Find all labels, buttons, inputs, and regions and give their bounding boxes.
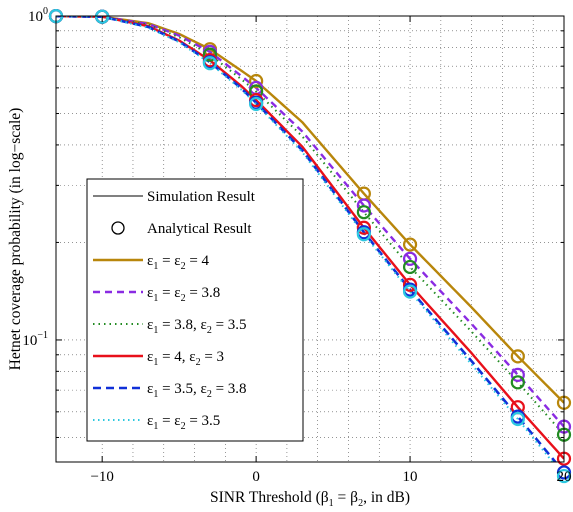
x-tick-label: 20 [557,469,572,485]
analytical-marker-2 [510,367,525,383]
analytical-marker-6 [95,9,110,24]
legend: Simulation Result Analytical Result ε1 = ε… [86,178,304,442]
analytical-marker-6 [249,96,264,112]
analytical-marker-3 [202,47,218,62]
legend-analytical-label: Analytical Result [147,221,252,237]
legend-label-5: ε1 = 3.5, ε2 = 3.8 [147,381,247,400]
analytical-marker-6 [402,284,418,299]
analytical-marker-6 [510,411,525,427]
series-line-3 [56,16,564,436]
series-layer [56,16,564,462]
analytical-marker-4 [402,277,418,292]
analytical-marker-3 [510,375,525,390]
analytical-marker-1 [249,73,264,89]
series-line-2 [56,16,564,428]
legend-label-1: ε1 = ε2 = 4 [147,253,210,272]
analytical-marker-1 [402,237,418,252]
legend-analytical-swatch [111,221,125,235]
legend-label-6: ε1 = ε2 = 3.5 [147,413,220,432]
analytical-marker-6 [202,56,218,71]
x-axis-label: SINR Threshold (β1 = β2, in dB) [210,489,410,509]
y-tick-label: 100 [28,6,48,25]
analytical-marker-6 [356,227,371,242]
legend-label-3: ε1 = 3.8, ε2 = 3.5 [147,317,247,336]
analytical-marker-2 [356,198,371,213]
y-axis-label: Hetnet coverage probability (in log−scal… [7,108,24,371]
legend-simulation-label: Simulation Result [147,189,256,205]
analytical-marker-2 [402,251,418,266]
series-line-6 [56,16,554,462]
y-tick-label: 10−1 [22,330,48,349]
legend-box [86,178,304,442]
plot-frame [55,15,565,463]
ticks: −10 0 10 20 10−1 100 [22,6,571,485]
legend-label-4: ε1 = 4, ε2 = 3 [147,349,224,368]
analytical-marker-6 [556,468,572,484]
x-tick-label: 10 [403,469,418,485]
x-tick-label: −10 [90,469,113,485]
legend-label-2: ε1 = ε2 = 3.8 [147,285,220,304]
analytical-marker-3 [356,205,371,220]
analytical-marker-3 [402,259,418,275]
analytical-marker-1 [510,349,525,364]
analytical-marker-4 [356,220,371,235]
x-tick-label: 0 [252,469,260,485]
